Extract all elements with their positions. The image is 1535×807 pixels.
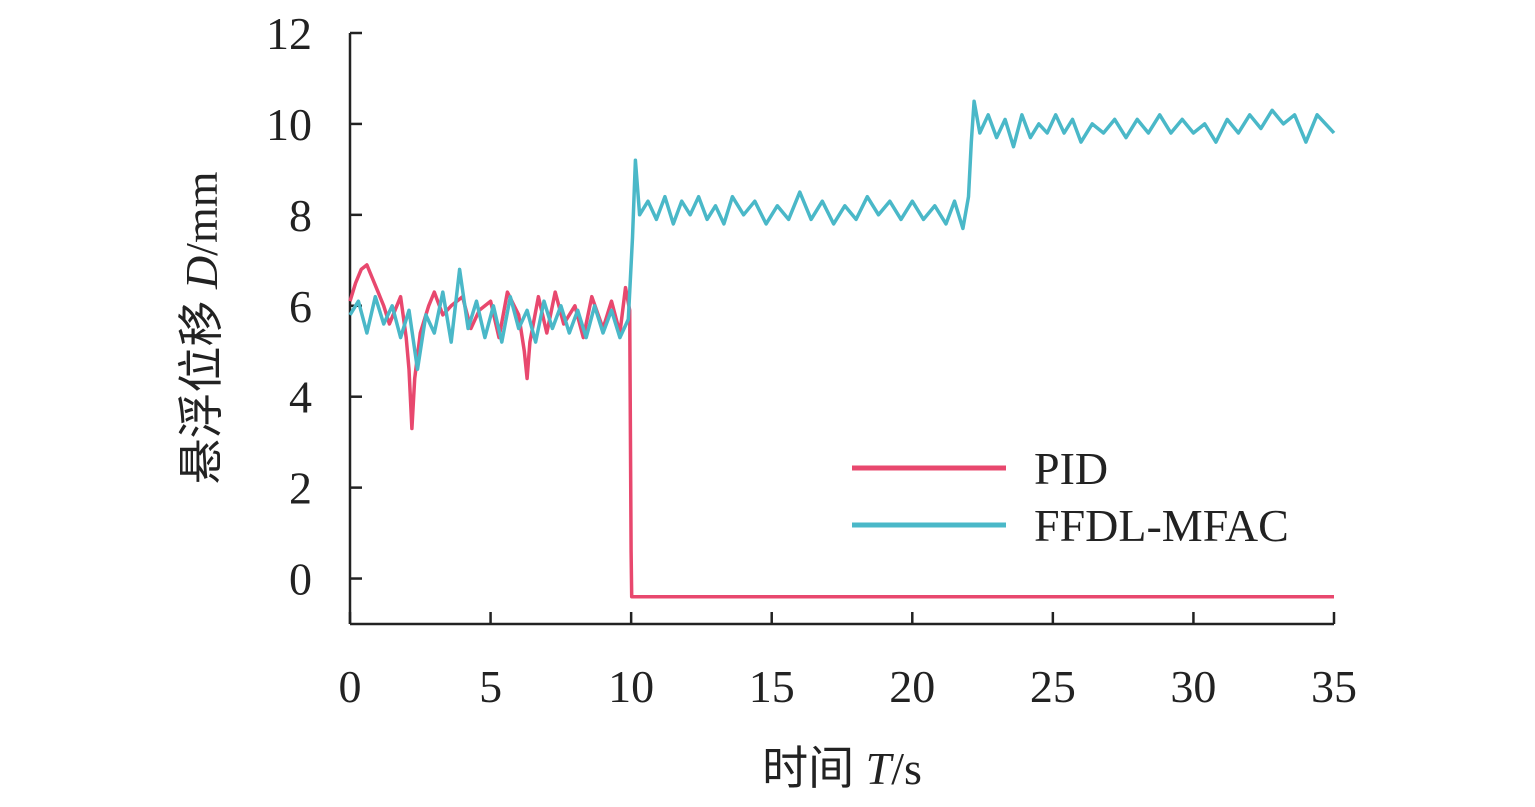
y-tick-label: 10 [266, 99, 312, 150]
y-ticks: 0 2 4 6 8 10 12 [266, 8, 362, 605]
x-tick-label: 35 [1311, 661, 1357, 712]
x-axis-title: 时间 T/s [762, 743, 922, 794]
y-tick-label: 6 [289, 281, 312, 332]
legend-label-pid: PID [1034, 443, 1108, 494]
plot-area: 0 5 10 15 20 25 30 35 0 2 4 6 8 10 12 [266, 8, 1357, 712]
y-axis-title-symbol: D [176, 256, 227, 290]
x-axis-title-unit: /s [891, 743, 922, 794]
legend-label-ffdl-mfac: FFDL-MFAC [1034, 500, 1289, 551]
series-layer [348, 99, 1336, 599]
y-axis-title-prefix: 悬浮位移 [176, 289, 227, 485]
x-tick-label: 30 [1170, 661, 1216, 712]
y-tick-label: 4 [289, 372, 312, 423]
x-axis-title-symbol: T [866, 743, 895, 794]
x-axis-title-prefix: 时间 [762, 743, 866, 794]
y-tick-label: 0 [289, 554, 312, 605]
x-tick-label: 15 [749, 661, 795, 712]
x-ticks: 0 5 10 15 20 25 30 35 [339, 612, 1357, 712]
x-tick-label: 25 [1030, 661, 1076, 712]
y-tick-label: 12 [266, 8, 312, 59]
y-tick-label: 8 [289, 190, 312, 241]
x-tick-label: 5 [479, 661, 502, 712]
legend: PID FFDL-MFAC [852, 443, 1289, 551]
y-tick-label: 2 [289, 463, 312, 514]
series-line-ffdl-mfac [348, 99, 1336, 372]
x-tick-label: 10 [608, 661, 654, 712]
y-axis-title: 悬浮位移 D/mm [176, 171, 227, 484]
y-axis-title-unit: /mm [176, 171, 227, 256]
x-tick-label: 0 [339, 661, 362, 712]
x-tick-label: 20 [889, 661, 935, 712]
